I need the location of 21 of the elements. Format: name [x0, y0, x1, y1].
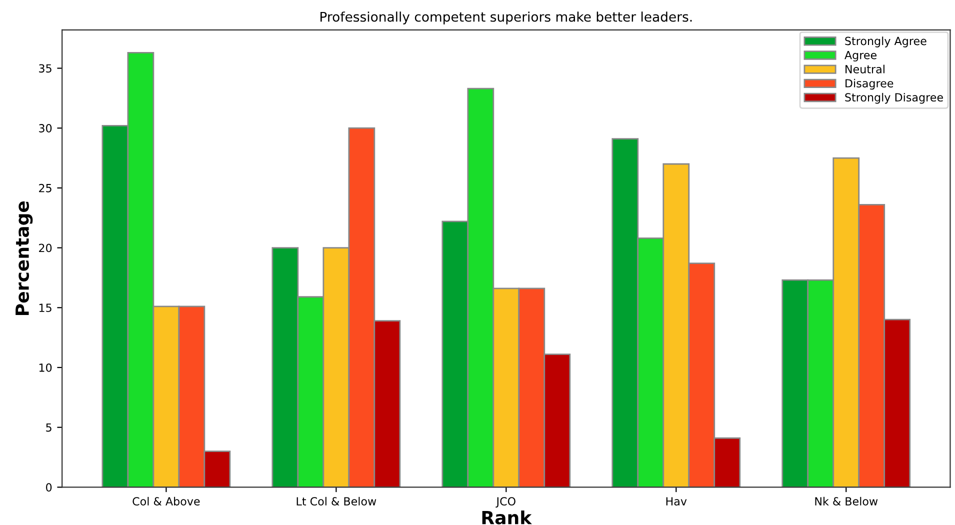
y-tick-label: 30 — [39, 124, 52, 132]
y-tick-label: 5 — [46, 423, 52, 432]
x-tick-label: Lt Col & Below — [296, 496, 376, 506]
x-tick-label: Hav — [666, 497, 687, 506]
y-tick-label: 10 — [39, 363, 52, 372]
legend-label: Strongly Agree — [845, 36, 926, 48]
y-tick-label: 25 — [39, 184, 52, 192]
x-tick-label: Col & Above — [132, 496, 200, 506]
legend-label: Neutral — [846, 64, 884, 74]
y-tick-label: 20 — [39, 244, 52, 252]
y-tick-label: 15 — [39, 304, 52, 312]
legend-label: Disagree — [846, 78, 894, 90]
x-tick-label: Nk & Below — [815, 496, 878, 506]
chart-title: Professionally competent superiors make better leaders. — [320, 12, 692, 24]
y-tick-label: 35 — [39, 64, 52, 73]
x-axis-title: Rank — [482, 510, 532, 524]
x-tick-label: JCO — [496, 497, 516, 508]
legend-label: Agree — [844, 51, 877, 62]
legend-label: Strongly Disagree — [845, 92, 943, 104]
y-axis-title: Percentage — [16, 201, 33, 315]
y-tick-label: 0 — [46, 483, 52, 492]
